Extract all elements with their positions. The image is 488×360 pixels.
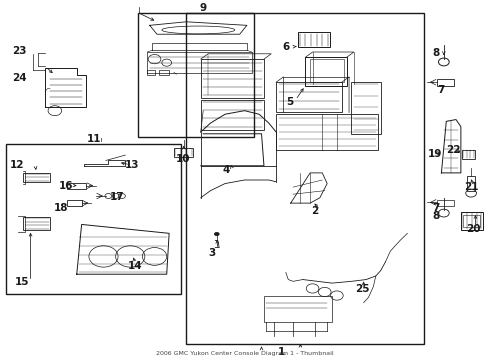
Text: 25: 25 (354, 284, 368, 294)
Bar (147, 71, 154, 75)
Text: 1: 1 (277, 347, 284, 357)
Text: 15: 15 (15, 278, 29, 287)
Text: 4: 4 (222, 165, 229, 175)
Text: 12: 12 (10, 160, 24, 170)
Text: 21: 21 (464, 182, 478, 192)
Bar (466, 176, 474, 191)
Bar (264, 296, 331, 322)
Text: 7: 7 (436, 85, 443, 95)
Bar (276, 114, 377, 150)
Bar (137, 13, 254, 137)
Text: 5: 5 (285, 98, 293, 108)
Text: 18: 18 (53, 203, 68, 213)
Bar (305, 57, 346, 86)
Text: 8: 8 (431, 211, 438, 221)
Bar (461, 150, 474, 159)
Bar (462, 215, 479, 227)
Bar (67, 183, 86, 189)
Bar (276, 82, 341, 112)
Bar (351, 82, 380, 134)
Text: 16: 16 (58, 181, 73, 191)
Bar (201, 100, 264, 130)
Text: 9: 9 (199, 3, 206, 13)
Bar (23, 217, 50, 230)
Text: 13: 13 (124, 160, 139, 170)
Bar (67, 200, 81, 206)
Bar (159, 71, 169, 75)
Text: 23: 23 (12, 46, 26, 56)
Text: 6: 6 (282, 42, 289, 52)
Circle shape (214, 232, 219, 236)
Bar (309, 59, 344, 82)
Bar (6, 144, 181, 294)
Text: 19: 19 (427, 149, 441, 159)
Bar (436, 199, 453, 206)
Bar (460, 212, 482, 230)
Text: 3: 3 (208, 248, 215, 257)
Text: 14: 14 (127, 261, 142, 271)
Bar (23, 173, 50, 182)
Bar (174, 148, 193, 157)
Text: 2006 GMC Yukon Center Console Diagram 1 - Thumbnail: 2006 GMC Yukon Center Console Diagram 1 … (155, 351, 333, 356)
Bar (186, 13, 424, 343)
Bar (201, 59, 264, 98)
Text: 2: 2 (311, 206, 318, 216)
Text: 8: 8 (431, 48, 438, 58)
Text: 24: 24 (12, 73, 27, 82)
Text: 22: 22 (446, 145, 460, 156)
Bar (436, 79, 453, 86)
Text: 17: 17 (110, 192, 124, 202)
Text: 10: 10 (175, 154, 190, 164)
Bar (297, 32, 329, 47)
Text: 11: 11 (86, 134, 101, 144)
Text: 20: 20 (465, 224, 480, 234)
Text: 7: 7 (431, 203, 438, 213)
